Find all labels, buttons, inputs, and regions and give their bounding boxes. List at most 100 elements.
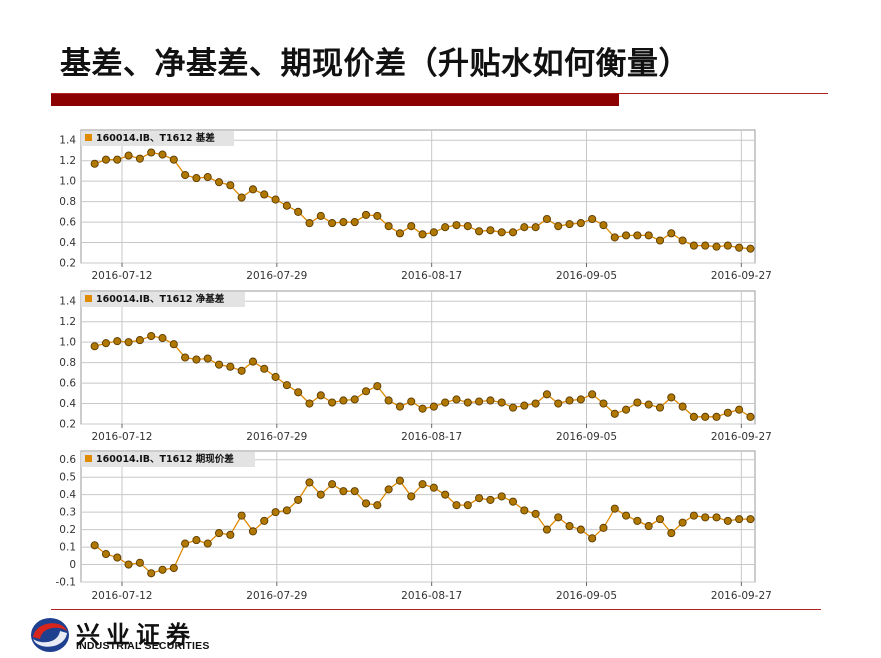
data-point — [588, 390, 597, 399]
y-tick-label: 0.4 — [59, 489, 76, 501]
y-tick-label: 0.6 — [59, 454, 76, 466]
data-point — [316, 211, 325, 220]
data-point — [90, 541, 99, 550]
x-tick-label: 2016-07-12 — [91, 431, 152, 443]
data-point — [429, 483, 438, 492]
data-point — [508, 497, 518, 506]
data-point — [486, 396, 495, 405]
data-point — [260, 364, 269, 373]
data-point — [554, 513, 563, 522]
x-tick-label: 2016-08-17 — [401, 590, 462, 602]
data-point — [497, 228, 506, 237]
data-point — [542, 214, 551, 224]
legend-swatch-icon — [85, 295, 92, 302]
data-point — [384, 485, 393, 494]
data-point — [565, 396, 574, 405]
data-point — [294, 207, 303, 216]
data-point — [746, 412, 755, 421]
x-tick-label: 2016-09-05 — [556, 431, 617, 443]
data-point — [305, 219, 314, 228]
x-tick-label: 2016-09-27 — [711, 431, 772, 443]
data-point — [475, 494, 484, 503]
x-tick-label: 2016-09-05 — [556, 590, 617, 602]
data-point — [441, 490, 450, 499]
data-point — [181, 539, 190, 548]
data-point — [169, 155, 178, 164]
data-point — [678, 518, 687, 527]
data-point — [395, 229, 404, 238]
logo-name-cn: 兴业证券 — [76, 621, 196, 649]
data-point — [655, 403, 665, 412]
data-point — [599, 523, 608, 532]
data-point — [667, 229, 676, 238]
data-point — [452, 395, 461, 404]
data-point — [192, 536, 201, 545]
legend-label: 160014.IB、T1612 期现价差 — [96, 454, 234, 465]
data-point — [429, 228, 438, 237]
data-point — [260, 516, 269, 525]
data-point — [214, 529, 224, 538]
data-point — [350, 218, 359, 227]
data-point — [712, 513, 721, 522]
data-point — [203, 173, 212, 182]
data-point — [689, 241, 698, 250]
data-point — [158, 565, 167, 574]
data-point — [135, 154, 144, 163]
data-point — [576, 219, 585, 228]
data-point — [350, 395, 359, 404]
data-point — [248, 185, 258, 194]
data-point — [248, 357, 258, 366]
data-point — [339, 487, 348, 496]
data-point — [588, 534, 597, 543]
data-point — [633, 398, 642, 407]
y-tick-label: 1.0 — [59, 176, 76, 188]
x-tick-label: 2016-07-29 — [246, 270, 307, 282]
data-point — [328, 480, 337, 489]
y-tick-label: 0 — [69, 559, 76, 571]
data-point — [214, 360, 224, 369]
data-point — [475, 397, 484, 406]
data-point — [237, 366, 246, 375]
data-point — [667, 529, 676, 538]
data-point — [361, 499, 371, 508]
y-tick-label: 1.4 — [59, 296, 76, 308]
data-point — [622, 511, 631, 520]
plot-area — [80, 450, 756, 583]
data-point — [90, 342, 99, 351]
data-point — [101, 155, 111, 164]
data-point — [701, 412, 710, 421]
x-tick-label: 2016-08-17 — [401, 270, 462, 282]
data-point — [599, 399, 608, 408]
plot-area — [80, 129, 756, 264]
data-point — [599, 221, 608, 230]
data-point — [610, 233, 619, 242]
data-point — [520, 223, 529, 232]
data-point — [282, 381, 291, 390]
data-point — [610, 504, 619, 513]
data-point — [373, 382, 382, 391]
y-tick-label: 0.2 — [59, 258, 76, 270]
data-point — [226, 181, 235, 190]
data-point — [124, 338, 133, 347]
data-point — [147, 148, 156, 157]
data-point — [101, 339, 111, 348]
data-point — [384, 396, 393, 405]
data-point — [463, 501, 472, 510]
logo-swirl-icon — [31, 618, 69, 652]
data-point — [441, 223, 450, 232]
data-point — [418, 230, 427, 239]
data-point — [339, 218, 348, 227]
data-point — [169, 340, 178, 349]
y-tick-label: -0.1 — [56, 577, 77, 589]
data-point — [226, 362, 235, 371]
data-point — [554, 399, 563, 408]
data-point — [622, 231, 631, 240]
data-point — [316, 490, 325, 499]
data-point — [701, 513, 710, 522]
data-point — [475, 227, 484, 236]
data-point — [418, 404, 427, 413]
data-point — [723, 516, 732, 525]
